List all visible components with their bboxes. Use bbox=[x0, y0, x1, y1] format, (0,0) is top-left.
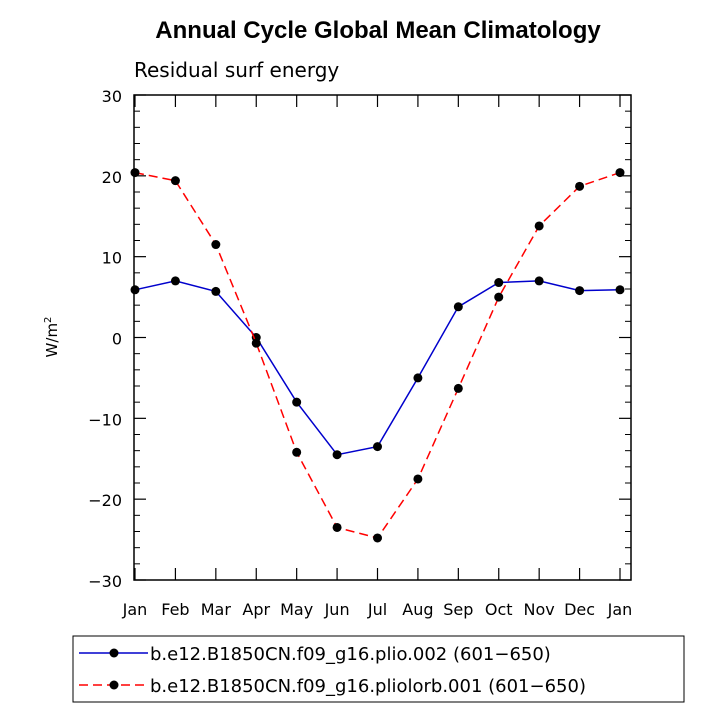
x-tick-label: Jan bbox=[122, 600, 148, 619]
series-1-point bbox=[494, 278, 504, 288]
x-tick-label: Feb bbox=[161, 600, 189, 619]
y-axis-label: W/m2 bbox=[43, 317, 61, 358]
series-1-point bbox=[453, 302, 463, 312]
legend-marker-series-1 bbox=[109, 648, 119, 658]
chart-subtitle: Residual surf energy bbox=[134, 58, 339, 82]
y-tick-label: −10 bbox=[88, 410, 122, 429]
y-tick-label: 30 bbox=[102, 87, 122, 106]
y-tick-label: −20 bbox=[88, 491, 122, 510]
series-2-point bbox=[534, 221, 544, 231]
series-1-point bbox=[534, 276, 544, 286]
series-1-point bbox=[292, 397, 302, 407]
series-1-point bbox=[211, 286, 221, 296]
y-tick-label: 0 bbox=[112, 330, 122, 349]
series-2-point bbox=[211, 240, 221, 250]
legend: b.e12.B1850CN.f09_g16.plio.002 (601−650)… bbox=[72, 635, 685, 703]
x-tick-label: Oct bbox=[485, 600, 513, 619]
series-2-point bbox=[453, 383, 463, 393]
series-1-point bbox=[615, 285, 625, 295]
x-tick-label: Jun bbox=[324, 600, 350, 619]
series-line-2 bbox=[134, 171, 621, 539]
x-tick-label: May bbox=[280, 600, 313, 619]
series-2-point bbox=[494, 292, 504, 302]
series-1-point bbox=[130, 285, 140, 295]
x-tick-label: Sep bbox=[443, 600, 473, 619]
y-tick-label: 10 bbox=[102, 249, 122, 268]
legend-box bbox=[72, 635, 685, 703]
series-2-point bbox=[130, 168, 140, 178]
y-axis-label-superscript: 2 bbox=[43, 317, 54, 323]
x-tick-label: Jul bbox=[367, 600, 387, 619]
series-1-point bbox=[332, 450, 342, 460]
y-axis: −30 −20 −10 0 10 20 30 bbox=[88, 87, 631, 591]
series-1-point bbox=[413, 373, 423, 383]
x-tick-label: Nov bbox=[524, 600, 555, 619]
series-2-point bbox=[575, 181, 585, 191]
series-line-1 bbox=[134, 280, 621, 456]
series-1-point bbox=[373, 442, 382, 452]
x-tick-label: Aug bbox=[402, 600, 433, 619]
series-2-point bbox=[251, 338, 261, 348]
series-2-point bbox=[170, 176, 180, 186]
series-layer bbox=[130, 168, 625, 543]
legend-marker-series-2 bbox=[109, 680, 119, 690]
plot-frame bbox=[133, 94, 632, 581]
series-2-point bbox=[332, 522, 342, 532]
legend-label-series-2: b.e12.B1850CN.f09_g16.pliolorb.001 (601−… bbox=[150, 676, 586, 697]
x-tick-label: Mar bbox=[201, 600, 232, 619]
series-2-point bbox=[413, 474, 423, 484]
series-1-point bbox=[575, 286, 585, 296]
chart-title: Annual Cycle Global Mean Climatology bbox=[155, 17, 601, 44]
series-1-point bbox=[170, 276, 180, 286]
legend-label-series-1: b.e12.B1850CN.f09_g16.plio.002 (601−650) bbox=[150, 644, 551, 665]
x-tick-label: Apr bbox=[242, 600, 270, 619]
series-2-point bbox=[292, 447, 302, 457]
x-tick-label: Dec bbox=[564, 600, 595, 619]
series-2-point bbox=[615, 168, 625, 178]
y-tick-label: 20 bbox=[102, 168, 122, 187]
x-axis: Jan Feb Mar Apr May Jun Jul Aug Sep Oct Nov Dec Jan bbox=[122, 95, 633, 619]
y-tick-label: −30 bbox=[88, 572, 122, 591]
series-2-point bbox=[373, 533, 382, 543]
x-tick-label: Jan bbox=[607, 600, 633, 619]
